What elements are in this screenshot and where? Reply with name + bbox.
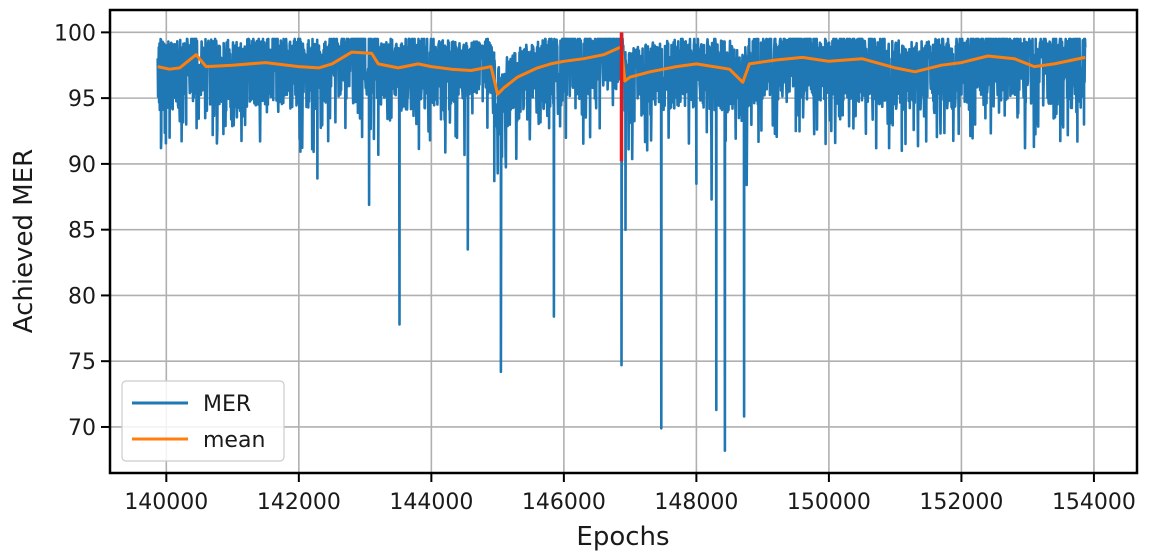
x-tick-label: 146000 xyxy=(522,490,606,515)
x-tick-label: 148000 xyxy=(654,490,738,515)
x-axis-label: Epochs xyxy=(576,522,669,552)
y-tick-label: 90 xyxy=(68,153,96,178)
x-axis: 140000 142000 144000 146000 148000 150000 1520… xyxy=(124,473,1136,515)
x-tick-label: 154000 xyxy=(1052,490,1136,515)
y-tick-label: 95 xyxy=(68,87,96,112)
y-tick-label: 75 xyxy=(68,350,96,375)
y-tick-label: 85 xyxy=(68,219,96,244)
x-tick-label: 152000 xyxy=(919,490,1003,515)
series-layer xyxy=(156,32,1087,452)
x-tick-label: 142000 xyxy=(257,490,341,515)
x-tick-label: 144000 xyxy=(389,490,473,515)
y-tick-label: 70 xyxy=(68,416,96,441)
y-axis-label: Achieved MER xyxy=(9,149,39,333)
y-axis: 70 75 80 85 90 95 100 xyxy=(54,21,110,441)
legend-box xyxy=(121,380,285,462)
x-tick-label: 140000 xyxy=(124,490,208,515)
y-tick-label: 80 xyxy=(68,284,96,309)
series-line-mean xyxy=(157,45,1086,96)
plot-frame xyxy=(108,8,1139,475)
legend-label-mean: mean xyxy=(203,428,265,453)
legend: MER mean xyxy=(121,380,285,462)
y-tick-label: 100 xyxy=(54,21,96,46)
x-tick-label: 150000 xyxy=(787,490,871,515)
legend-label-mer: MER xyxy=(203,392,251,417)
